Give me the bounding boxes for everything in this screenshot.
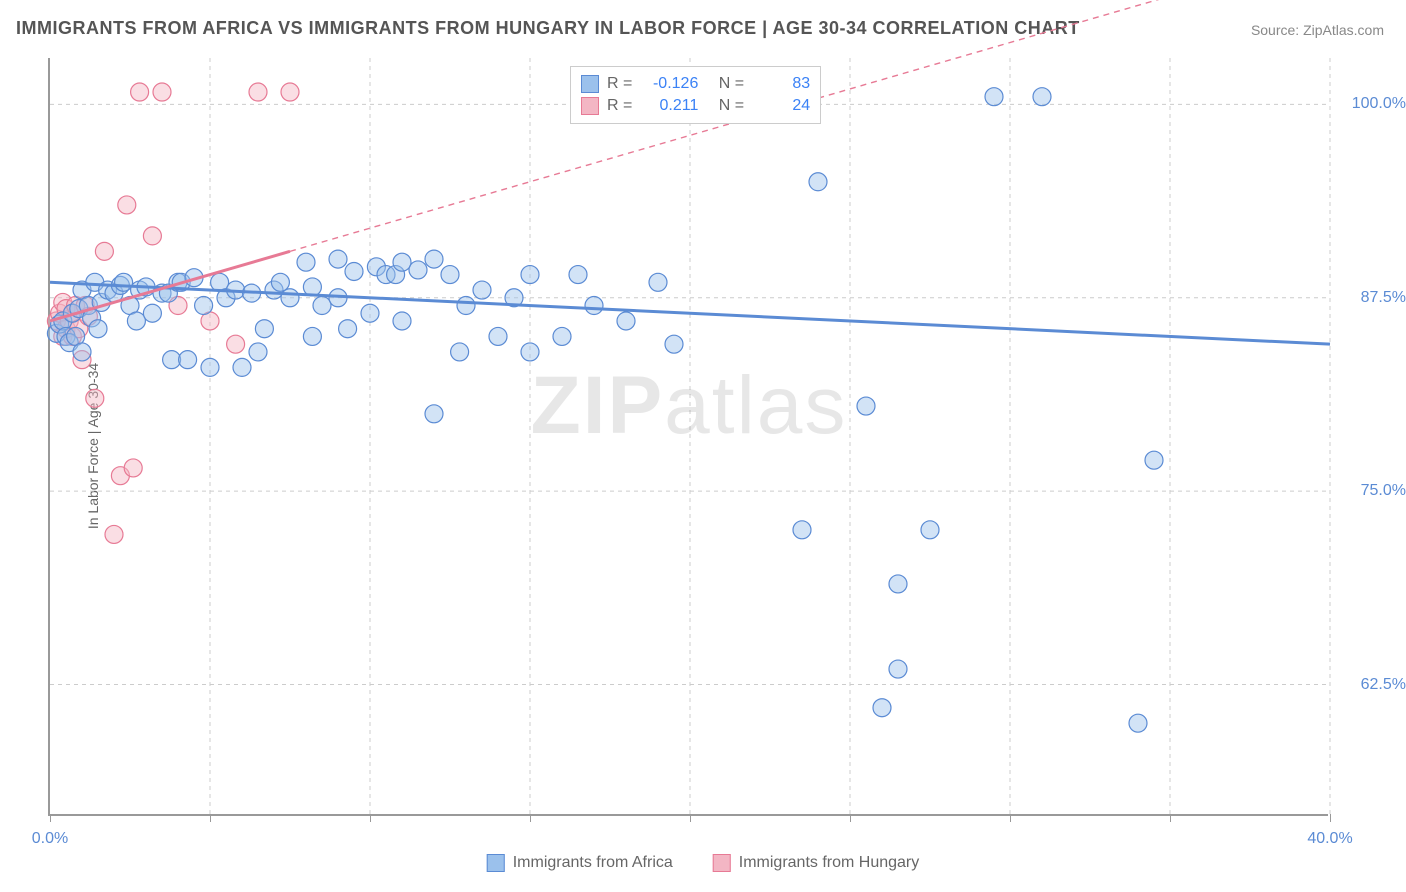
x-tick — [850, 814, 851, 822]
source-prefix: Source: — [1251, 22, 1303, 38]
stats-legend: R = -0.126 N = 83 R = 0.211 N = 24 — [570, 66, 821, 124]
bottom-legend: Immigrants from Africa Immigrants from H… — [487, 854, 920, 872]
swatch-series2 — [581, 97, 599, 115]
x-tick — [370, 814, 371, 822]
legend-label-2: Immigrants from Hungary — [739, 854, 920, 872]
x-tick — [1170, 814, 1171, 822]
source-label: Source: ZipAtlas.com — [1251, 22, 1384, 38]
legend-item-1: Immigrants from Africa — [487, 854, 673, 872]
y-tick-label: 62.5% — [1361, 676, 1406, 694]
source-value: ZipAtlas.com — [1303, 22, 1384, 38]
swatch-bottom-2 — [713, 854, 731, 872]
swatch-bottom-1 — [487, 854, 505, 872]
x-tick — [530, 814, 531, 822]
x-tick — [690, 814, 691, 822]
y-tick-label: 100.0% — [1352, 95, 1406, 113]
plot-svg — [50, 58, 1328, 814]
n-label-1: N = — [719, 73, 744, 95]
r-label-2: R = — [607, 95, 632, 117]
y-tick-label: 75.0% — [1361, 482, 1406, 500]
x-tick-label: 0.0% — [32, 830, 68, 848]
x-tick — [1010, 814, 1011, 822]
stats-row-1: R = -0.126 N = 83 — [581, 73, 810, 95]
n-value-2: 24 — [752, 95, 810, 117]
legend-item-2: Immigrants from Hungary — [713, 854, 920, 872]
x-tick — [1330, 814, 1331, 822]
plot-area: ZIPatlas R = -0.126 N = 83 R = 0.211 N =… — [48, 58, 1328, 816]
x-tick — [210, 814, 211, 822]
r-value-1: -0.126 — [640, 73, 698, 95]
y-tick-label: 87.5% — [1361, 289, 1406, 307]
r-label-1: R = — [607, 73, 632, 95]
legend-label-1: Immigrants from Africa — [513, 854, 673, 872]
stats-row-2: R = 0.211 N = 24 — [581, 95, 810, 117]
n-value-1: 83 — [752, 73, 810, 95]
chart-title: IMMIGRANTS FROM AFRICA VS IMMIGRANTS FRO… — [16, 18, 1080, 39]
swatch-series1 — [581, 75, 599, 93]
x-tick-label: 40.0% — [1307, 830, 1352, 848]
r-value-2: 0.211 — [640, 95, 698, 117]
x-tick — [50, 814, 51, 822]
n-label-2: N = — [719, 95, 744, 117]
